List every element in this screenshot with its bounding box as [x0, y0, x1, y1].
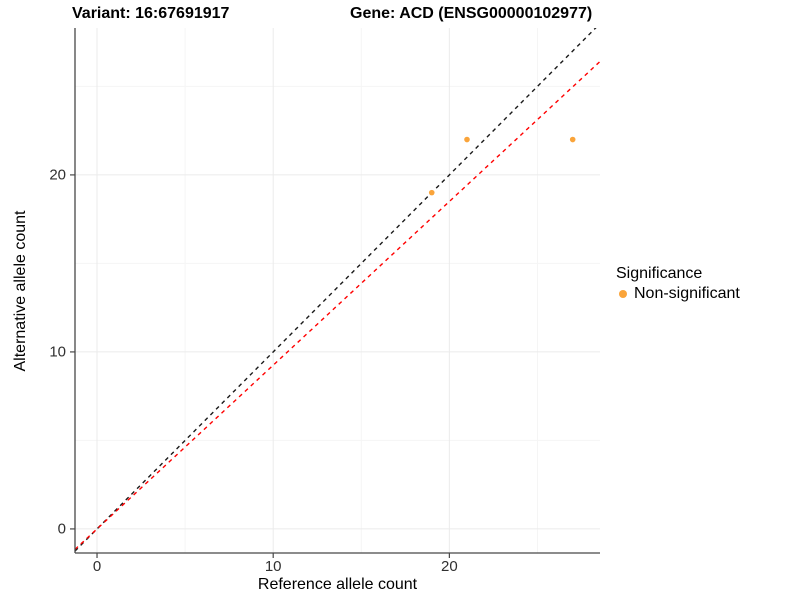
data-point [569, 136, 576, 143]
legend-item-label: Non-significant [634, 285, 740, 302]
y-tick-label: 0 [57, 520, 66, 538]
x-axis-title: Reference allele count [257, 576, 418, 593]
fit-line [75, 60, 600, 550]
y-tick-label: 20 [49, 166, 66, 184]
legend-title: Significance [616, 265, 703, 282]
plot-title-gene: Gene: ACD (ENSG00000102977) [350, 5, 593, 22]
y-tick-label: 10 [49, 343, 66, 361]
data-point [428, 189, 435, 196]
x-tick-label: 10 [264, 558, 282, 575]
y-axis-title: Alternative allele count [12, 210, 29, 372]
legend-items: Non-significant [616, 285, 740, 303]
legend: Significance Non-significant [616, 265, 740, 303]
x-tick-label: 20 [441, 558, 458, 575]
legend-point-icon [619, 290, 627, 298]
legend-item: Non-significant [616, 285, 740, 303]
identity-line [75, 28, 597, 552]
legend-key [616, 287, 630, 301]
data-point [464, 136, 470, 143]
plot-title-variant: Variant: 16:67691917 [72, 5, 230, 22]
x-tick-label: 0 [92, 558, 102, 575]
